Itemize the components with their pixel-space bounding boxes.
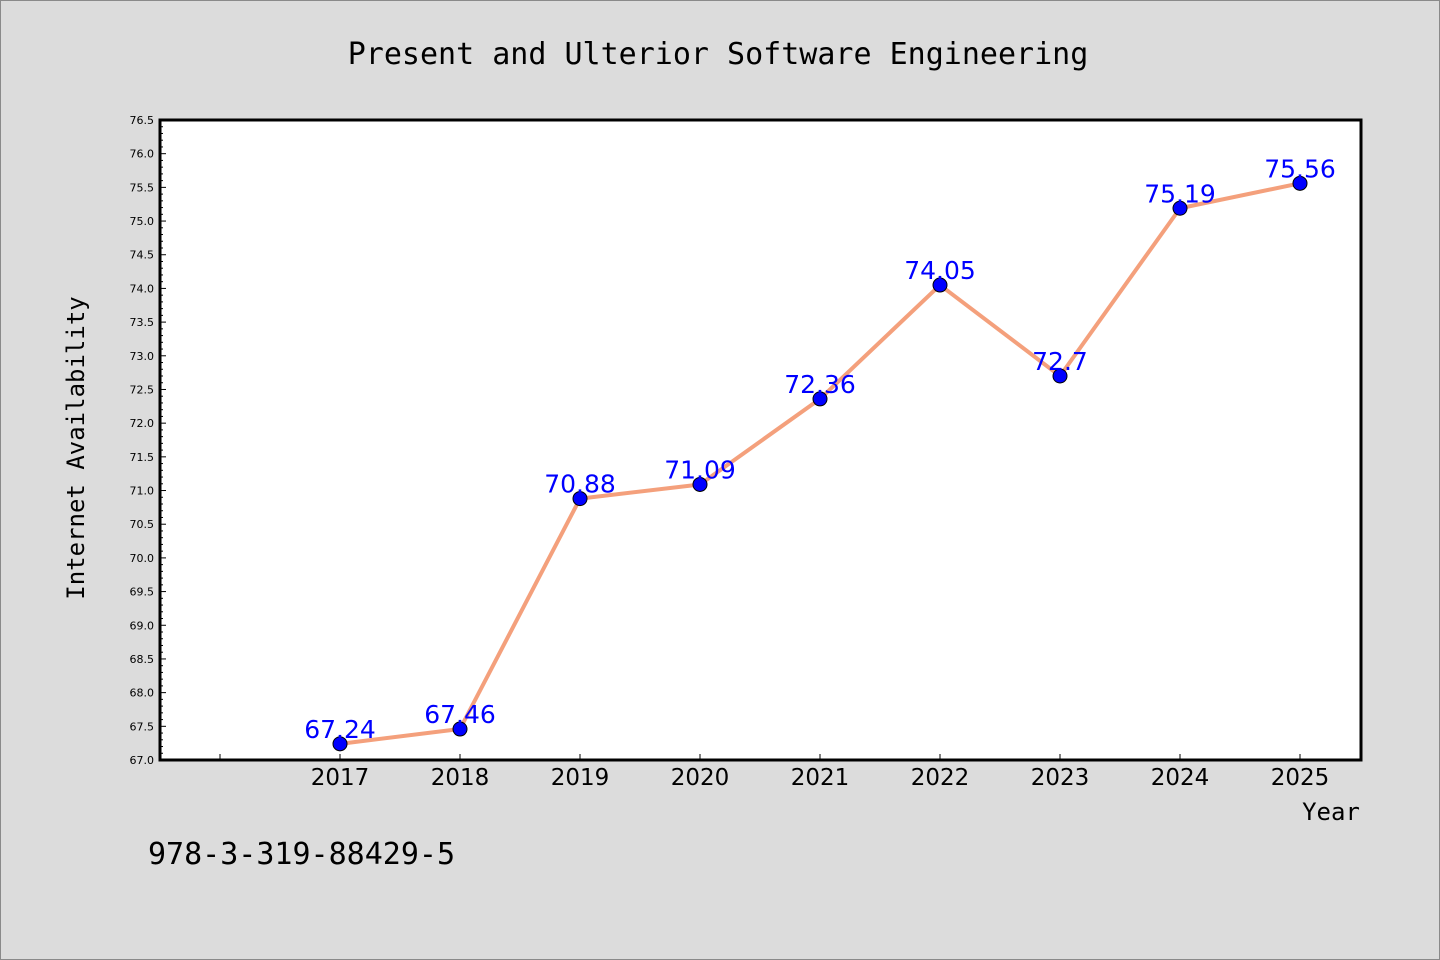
y-axis-label: Internet Availability bbox=[62, 296, 90, 599]
y-tick-label: 67.0 bbox=[130, 754, 155, 767]
data-point bbox=[692, 476, 708, 492]
x-tick-label: 2024 bbox=[1151, 765, 1210, 791]
x-tick-label: 2022 bbox=[911, 765, 970, 791]
x-axis-label: Year bbox=[1302, 798, 1360, 826]
data-label: 74.05 bbox=[904, 256, 976, 285]
chart-title: Present and Ulterior Software Engineerin… bbox=[348, 37, 1089, 72]
y-tick-label: 68.0 bbox=[130, 687, 155, 700]
data-markers bbox=[332, 175, 1308, 752]
data-label: 72.36 bbox=[784, 370, 856, 399]
data-labels: 67.24 67.46 70.88 71.09 72.36 74.05 72.7 75.19 7… bbox=[304, 154, 1336, 744]
y-tick-label: 74.0 bbox=[130, 282, 155, 295]
y-tick-label: 68.5 bbox=[130, 653, 155, 666]
y-tick-label: 76.0 bbox=[130, 148, 155, 161]
x-tick-label: 2017 bbox=[311, 765, 370, 791]
y-axis-ticks: 67.0 67.5 68.0 68.5 69.0 69.5 70.0 70.5 71.0 71.5… bbox=[130, 114, 166, 767]
y-tick-label: 67.5 bbox=[130, 720, 155, 733]
data-point bbox=[1292, 175, 1308, 191]
data-point bbox=[572, 491, 588, 507]
x-tick-label: 2021 bbox=[791, 765, 850, 791]
data-label: 71.09 bbox=[664, 455, 736, 484]
x-tick-label: 2020 bbox=[671, 765, 730, 791]
data-point bbox=[1172, 200, 1188, 216]
y-tick-label: 73.0 bbox=[130, 350, 155, 363]
x-tick-label: 2018 bbox=[431, 765, 490, 791]
y-tick-label: 69.5 bbox=[130, 586, 155, 599]
y-tick-label: 70.5 bbox=[130, 518, 155, 531]
x-tick-label: 2023 bbox=[1031, 765, 1090, 791]
y-tick-label: 76.5 bbox=[130, 114, 155, 127]
y-tick-label: 72.0 bbox=[130, 417, 155, 430]
data-point bbox=[812, 391, 828, 407]
y-tick-label: 74.5 bbox=[130, 249, 155, 262]
y-tick-label: 71.0 bbox=[130, 485, 155, 498]
x-tick-label: 2025 bbox=[1271, 765, 1330, 791]
plot-border bbox=[158, 118, 1363, 762]
y-tick-label: 75.5 bbox=[130, 181, 155, 194]
data-label: 67.24 bbox=[304, 715, 376, 744]
data-point bbox=[332, 736, 348, 752]
data-label: 75.56 bbox=[1264, 154, 1336, 183]
y-tick-label: 73.5 bbox=[130, 316, 155, 329]
x-tick-label: 2019 bbox=[551, 765, 610, 791]
data-label: 67.46 bbox=[424, 700, 496, 729]
data-point bbox=[1052, 368, 1068, 384]
data-point bbox=[932, 277, 948, 293]
data-label: 70.88 bbox=[544, 470, 616, 499]
data-label: 75.19 bbox=[1144, 179, 1216, 208]
y-tick-label: 70.0 bbox=[130, 552, 155, 565]
y-tick-label: 69.0 bbox=[130, 619, 155, 632]
y-tick-label: 71.5 bbox=[130, 451, 155, 464]
y-tick-label: 75.0 bbox=[130, 215, 155, 228]
isbn-caption: 978-3-319-88429-5 bbox=[148, 837, 455, 872]
y-tick-label: 72.5 bbox=[130, 383, 155, 396]
data-label: 72.7 bbox=[1032, 347, 1088, 376]
data-point bbox=[452, 721, 468, 737]
